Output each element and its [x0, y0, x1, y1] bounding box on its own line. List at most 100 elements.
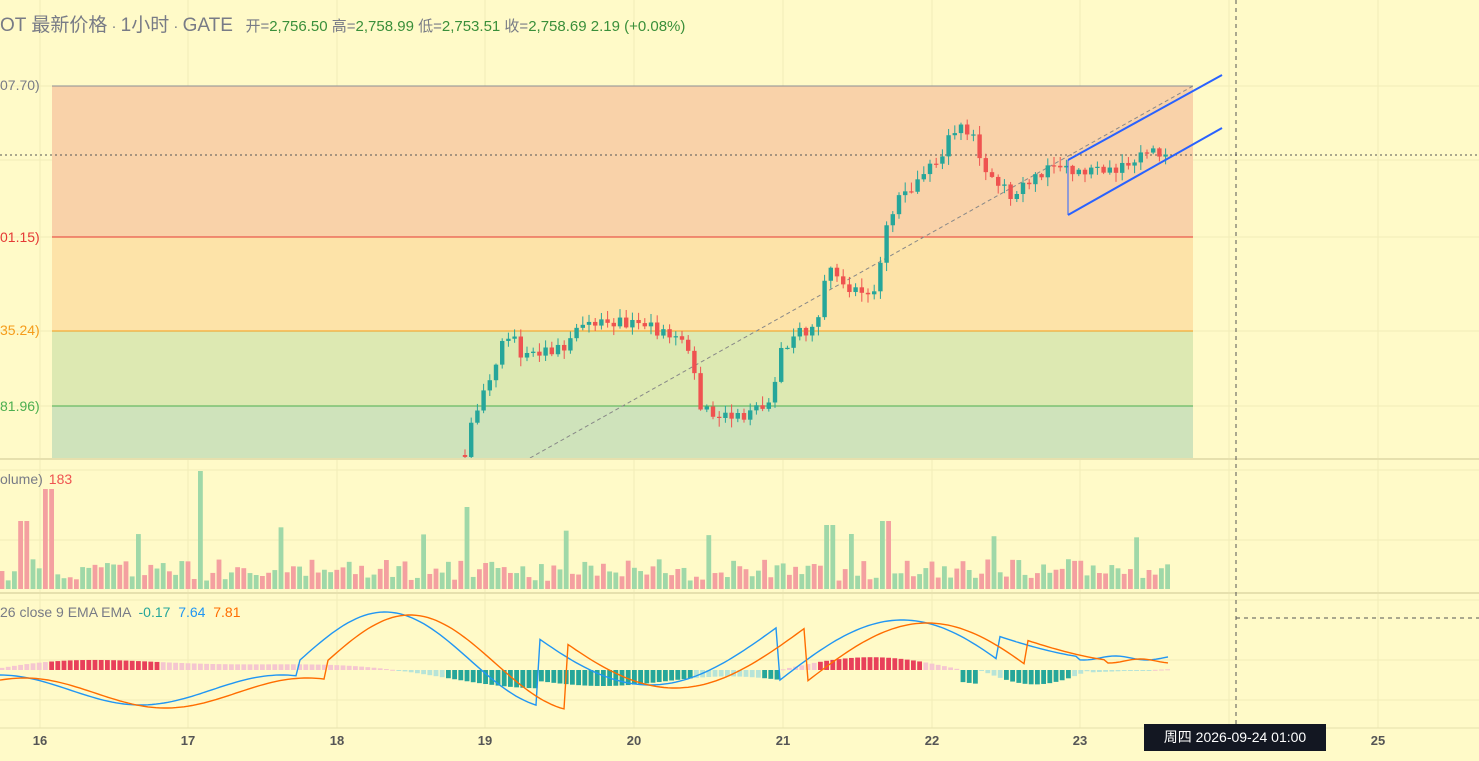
volume-bar [787, 574, 792, 589]
candle-body [562, 344, 567, 351]
chart-header: OT 最新价格 · 1小时 · GATE 开=2,756.50 高=2,758.… [0, 10, 685, 36]
macd-hist-bar [762, 670, 767, 679]
candle-body [512, 336, 517, 339]
candle-body [655, 322, 660, 336]
volume-bar [749, 576, 755, 589]
macd-hist-bar [315, 664, 321, 670]
volume-bar [613, 572, 619, 589]
candle-body [543, 347, 548, 356]
volume-bar [594, 575, 600, 589]
macd-hist-bar [216, 664, 222, 670]
volume-bar [415, 577, 420, 589]
macd-hist-bar [694, 670, 699, 678]
symbol-title[interactable]: OT 最新价格 [0, 15, 108, 36]
candle-body [648, 322, 654, 327]
volume-bar [1103, 573, 1108, 589]
macd-hist-bar [266, 664, 271, 670]
macd-hist-bar [718, 670, 724, 677]
macd-hist-bar [954, 668, 960, 670]
candle-body [1095, 166, 1100, 169]
volume-bar [328, 572, 333, 589]
candle-body [958, 124, 964, 134]
candle-body [487, 380, 492, 391]
volume-bar [402, 561, 408, 589]
macd-hist-bar [210, 663, 216, 670]
x-tick-label: 16 [32, 733, 48, 748]
volume-bar [756, 570, 761, 589]
candle-body [1020, 182, 1026, 195]
volume-bar [464, 507, 470, 589]
macd-hist-bar [756, 670, 761, 678]
macd-hist-bar [979, 670, 984, 671]
candle-body [1014, 194, 1019, 199]
volume-bar [867, 579, 873, 589]
candle-body [1039, 174, 1044, 178]
candle-body [1008, 184, 1013, 199]
candle-body [1070, 165, 1075, 175]
macd-hist-bar [1115, 670, 1121, 672]
volume-bar [241, 568, 247, 589]
macd-hist-bar [787, 667, 792, 670]
macd-hist-bar [148, 661, 154, 670]
volume-bar [427, 573, 433, 589]
interval-label[interactable]: 1小时 [120, 15, 170, 36]
macd-hist-bar [545, 670, 550, 683]
volume-bar [737, 566, 743, 589]
candles [462, 119, 1168, 458]
macd-hist-bar [991, 670, 997, 676]
volume-bar [799, 574, 805, 589]
volume-bar [1090, 565, 1096, 589]
volume-bar [222, 579, 228, 589]
macd-hist-bar [241, 664, 247, 670]
macd-hist-bar [1010, 670, 1015, 682]
volume-bar [725, 577, 730, 589]
macd-hist-bar [365, 667, 371, 670]
volume-bar [563, 530, 569, 589]
macd-hist-bar [142, 661, 147, 670]
candle-body [1058, 165, 1063, 168]
macd-line [0, 611, 1169, 707]
candle-body [717, 416, 722, 418]
candle-body [1033, 174, 1038, 185]
fib-level-label: 35.24) [0, 322, 40, 338]
volume-bar [396, 566, 402, 589]
volume-bar [86, 567, 92, 589]
macd-hist-bar [204, 663, 209, 670]
macd-hist-bar [328, 664, 333, 670]
volume-bar [359, 565, 364, 589]
macd-hist-bar [253, 664, 259, 670]
macd-hist-bar [291, 664, 296, 670]
macd-hist-bar [421, 670, 426, 675]
candle-body [555, 344, 561, 355]
macd-hist-bar [346, 665, 352, 670]
macd-hist-bar [98, 659, 104, 670]
candle-body [977, 134, 982, 159]
volume-bar [390, 576, 395, 589]
macd-hist-bar [892, 658, 898, 670]
candle-body [1051, 165, 1057, 167]
volume-bar [706, 535, 712, 589]
volume-bar [229, 572, 234, 589]
volume-bar [185, 561, 191, 589]
candle-body [605, 319, 610, 323]
volume-bar [477, 569, 482, 589]
candle-body [847, 284, 852, 293]
volume-bar [501, 567, 507, 589]
fib-zone [52, 331, 1193, 406]
macd-hist-bar [601, 670, 606, 686]
candle-body [791, 336, 796, 348]
candle-body [481, 390, 486, 411]
macd-hist-bar [222, 664, 228, 670]
volume-bar [861, 561, 867, 589]
fib-zone [52, 237, 1193, 331]
volume-bar [1159, 568, 1164, 589]
volume-bar [551, 565, 557, 589]
candle-body [531, 351, 536, 353]
macd-hist-bar [396, 670, 402, 671]
volume-bar [830, 525, 836, 589]
macd-hist-bar [0, 667, 5, 670]
macd-hist-bar [439, 670, 445, 678]
macd-hist-bar [1035, 670, 1040, 685]
volume-bar [452, 579, 457, 589]
